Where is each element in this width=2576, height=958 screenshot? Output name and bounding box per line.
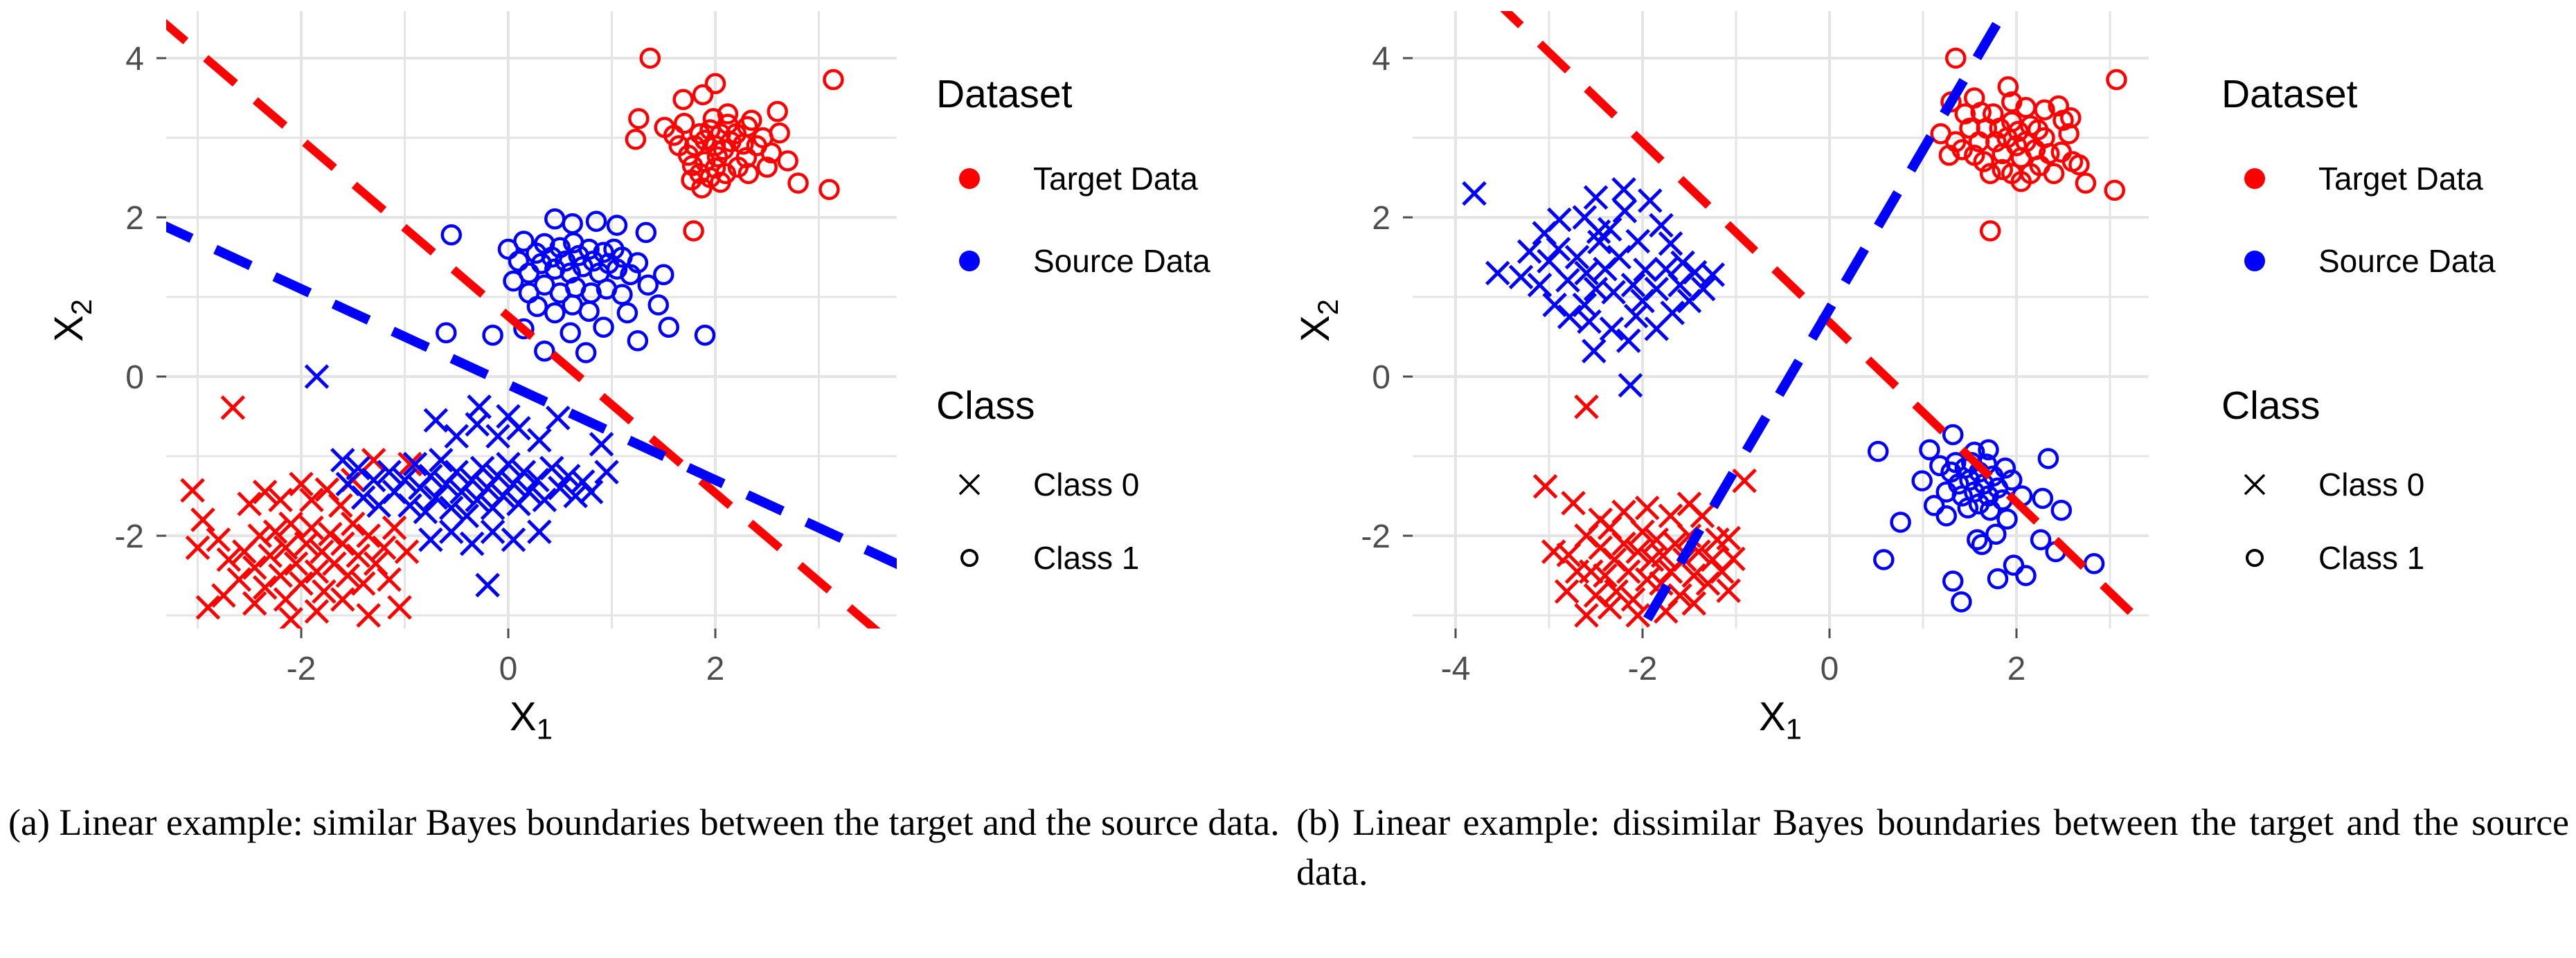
x-axis-title-b: X1: [1758, 694, 1803, 745]
circle-marker-icon: [2221, 549, 2288, 567]
legend-item-class-0: Class 0: [936, 462, 1139, 507]
y-axis-title-a: X2: [46, 298, 98, 343]
legend-item-class-1: Class 1: [2221, 535, 2424, 581]
legend-item-source-data: Source Data: [936, 238, 1210, 284]
y-tick-label: 4: [1372, 41, 1390, 78]
y-tick-label: 0: [125, 359, 144, 396]
legend-item-target-data: Target Data: [936, 156, 1198, 201]
caption-a: (a) Linear example: similar Bayes bounda…: [8, 802, 1280, 843]
source-bayes-boundary: [166, 221, 897, 570]
source-data-dot-icon: [2221, 251, 2288, 271]
y-tick-label: 4: [125, 41, 144, 78]
y-tick-label: 2: [1372, 200, 1390, 237]
series-target-data-class-1: [625, 47, 844, 242]
data-points-a: [180, 47, 844, 629]
x-tick-label: 2: [706, 651, 725, 687]
series-source-data-class-1: [1867, 424, 2105, 613]
y-tick-label: 2: [125, 200, 144, 237]
legend-item-label: Source Data: [1033, 243, 1210, 279]
legend-item-label: Target Data: [1033, 161, 1198, 197]
x-tick-label: -2: [287, 651, 316, 687]
axis-ticks-a: -2 0 2 -2 0 2 4: [114, 41, 724, 687]
legend-item-class-0: Class 0: [2221, 462, 2424, 507]
axis-ticks-b: -4 -2 0 2 -2 0 2 4: [1361, 41, 2025, 687]
caption-b: (b) Linear example: dissimilar Bayes bou…: [1296, 802, 2569, 894]
legend-item-label: Class 0: [2318, 467, 2425, 503]
legend-dataset-title: Dataset: [936, 72, 1073, 116]
x-tick-label: -4: [1441, 651, 1471, 687]
x-tick-label: 0: [1821, 651, 1839, 687]
series-target-data-class-1: [1930, 47, 2127, 242]
legend-item-label: Source Data: [2318, 243, 2496, 279]
legend-item-label: Target Data: [2318, 161, 2483, 197]
legend-item-class-1: Class 1: [936, 535, 1139, 581]
legend-dataset-title: Dataset: [2221, 72, 2358, 116]
legend-item-target-data: Target Data: [2221, 156, 2483, 201]
circle-marker-icon: [936, 549, 1003, 567]
x-axis-title-a: X1: [509, 694, 553, 745]
legend-b: Dataset Target Data Source Data Class Cl…: [2221, 0, 2576, 692]
bayes-boundaries-b: [1500, 11, 2149, 629]
legend-item-label: Class 1: [2318, 540, 2425, 576]
legend-class-title: Class: [2221, 383, 2320, 428]
legend-item-source-data: Source Data: [2221, 238, 2496, 284]
series-source-data-class-0: [1462, 177, 1726, 398]
target-data-dot-icon: [936, 168, 1003, 189]
series-source-data-class-1: [436, 208, 716, 363]
gridlines-a: [166, 11, 897, 629]
series-target-data-class-0: [180, 395, 422, 629]
series-target-data-class-0: [1532, 394, 1757, 628]
legend-class-title: Class: [936, 383, 1035, 428]
x-marker-icon: [936, 472, 1003, 497]
y-tick-label: -2: [1361, 518, 1390, 555]
source-data-dot-icon: [936, 251, 1003, 271]
legend-a: Dataset Target Data Source Data Class Cl…: [936, 0, 1324, 692]
data-points-b: [1462, 47, 2127, 628]
x-tick-label: -2: [1628, 651, 1658, 687]
series-source-data-class-0: [304, 364, 619, 598]
bayes-boundaries-a: [166, 19, 897, 629]
x-marker-icon: [2221, 472, 2288, 497]
target-bayes-boundary: [166, 19, 881, 629]
legend-item-label: Class 1: [1033, 540, 1140, 576]
target-data-dot-icon: [2221, 168, 2288, 189]
x-tick-label: 2: [2007, 651, 2026, 687]
x-tick-label: 0: [499, 651, 518, 687]
y-tick-label: -2: [114, 518, 144, 555]
y-tick-label: 0: [1372, 359, 1390, 396]
legend-item-label: Class 0: [1033, 467, 1140, 503]
